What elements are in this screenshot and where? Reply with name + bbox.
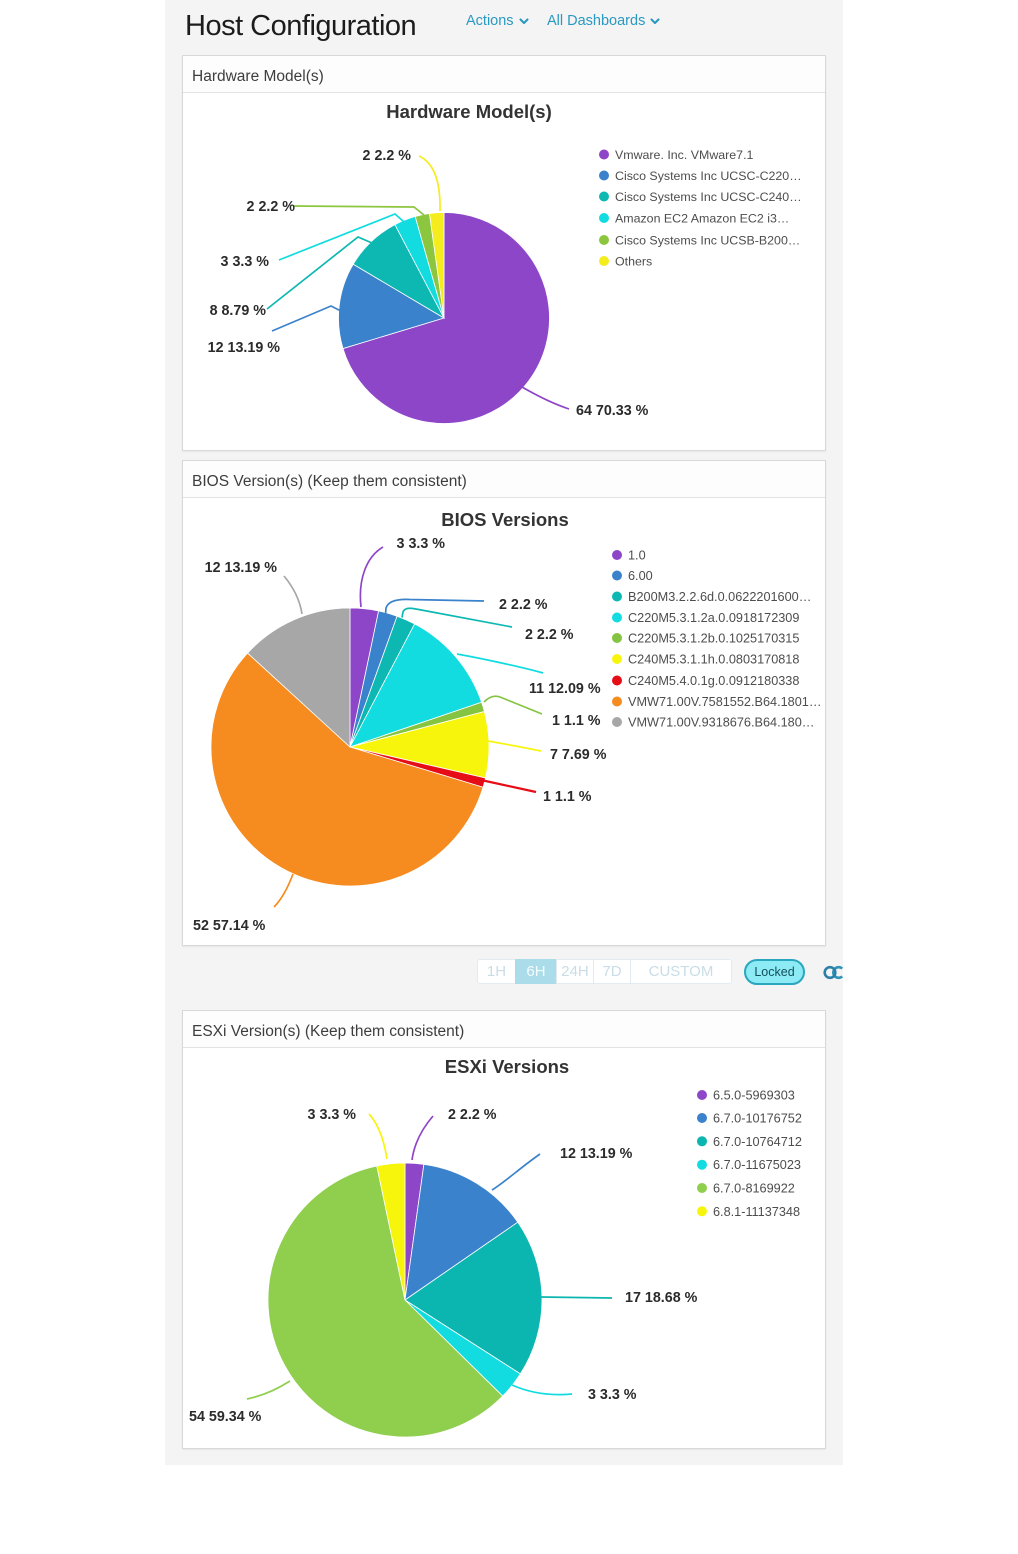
svg-text:2 2.2 %: 2 2.2 % (525, 627, 574, 643)
svg-text:VMW71.00V.9318676.B64.180…: VMW71.00V.9318676.B64.180… (628, 716, 814, 730)
svg-text:3 3.3 %: 3 3.3 % (221, 254, 270, 270)
svg-text:1.0: 1.0 (628, 549, 646, 563)
svg-text:C240M5.4.0.1g.0.0912180338: C240M5.4.0.1g.0.0912180338 (628, 674, 799, 688)
svg-text:6.7.0-11675023: 6.7.0-11675023 (713, 1158, 801, 1172)
svg-text:1 1.1 %: 1 1.1 % (552, 713, 601, 729)
svg-text:6.00: 6.00 (628, 569, 653, 583)
svg-text:Cisco Systems Inc UCSC-C240…: Cisco Systems Inc UCSC-C240… (615, 190, 802, 204)
svg-text:Cisco Systems Inc UCSB-B200…: Cisco Systems Inc UCSB-B200… (615, 234, 800, 248)
svg-text:BIOS Versions: BIOS Versions (441, 509, 569, 530)
svg-text:Vmware. Inc. VMware7.1: Vmware. Inc. VMware7.1 (615, 148, 754, 162)
svg-text:6.7.0-8169922: 6.7.0-8169922 (713, 1182, 795, 1196)
svg-text:C220M5.3.1.2b.0.1025170315: C220M5.3.1.2b.0.1025170315 (628, 632, 799, 646)
svg-text:12 13.19 %: 12 13.19 % (208, 340, 281, 356)
svg-text:Others: Others (615, 255, 652, 269)
svg-text:7 7.69 %: 7 7.69 % (550, 747, 607, 763)
svg-text:3 3.3 %: 3 3.3 % (397, 536, 446, 552)
svg-text:11 12.09 %: 11 12.09 % (529, 681, 601, 697)
svg-text:52 57.14 %: 52 57.14 % (193, 918, 266, 934)
svg-text:2 2.2 %: 2 2.2 % (499, 597, 548, 613)
svg-text:C220M5.3.1.2a.0.0918172309: C220M5.3.1.2a.0.0918172309 (628, 611, 799, 625)
svg-text:2 2.2 %: 2 2.2 % (247, 199, 296, 215)
svg-text:ESXi Versions: ESXi Versions (445, 1056, 569, 1077)
svg-text:8 8.79 %: 8 8.79 % (210, 303, 267, 319)
svg-text:6.7.0-10764712: 6.7.0-10764712 (713, 1135, 802, 1149)
svg-text:1 1.1 %: 1 1.1 % (543, 789, 592, 805)
svg-text:3 3.3 %: 3 3.3 % (308, 1107, 357, 1123)
svg-text:VMW71.00V.7581552.B64.1801…: VMW71.00V.7581552.B64.1801… (628, 695, 822, 709)
svg-text:C240M5.3.1.1h.0.0803170818: C240M5.3.1.1h.0.0803170818 (628, 653, 799, 667)
svg-text:17 18.68 %: 17 18.68 % (625, 1290, 698, 1306)
svg-text:2 2.2 %: 2 2.2 % (448, 1107, 497, 1123)
svg-text:3 3.3 %: 3 3.3 % (588, 1387, 637, 1403)
svg-text:Amazon EC2 Amazon EC2 i3…: Amazon EC2 Amazon EC2 i3… (615, 212, 789, 226)
svg-text:2 2.2 %: 2 2.2 % (363, 148, 412, 164)
svg-text:64 70.33 %: 64 70.33 % (576, 403, 649, 419)
svg-text:6.5.0-5969303: 6.5.0-5969303 (713, 1089, 795, 1103)
svg-text:Cisco Systems Inc UCSC-C220…: Cisco Systems Inc UCSC-C220… (615, 169, 802, 183)
svg-text:12 13.19 %: 12 13.19 % (205, 560, 278, 576)
svg-text:6.8.1-11137348: 6.8.1-11137348 (713, 1205, 800, 1219)
svg-text:Hardware Model(s): Hardware Model(s) (386, 101, 552, 122)
svg-text:54 59.34 %: 54 59.34 % (189, 1409, 262, 1425)
svg-text:6.7.0-10176752: 6.7.0-10176752 (713, 1112, 802, 1126)
svg-text:12 13.19 %: 12 13.19 % (560, 1146, 633, 1162)
svg-text:B200M3.2.2.6d.0.0622201600…: B200M3.2.2.6d.0.0622201600… (628, 590, 811, 604)
